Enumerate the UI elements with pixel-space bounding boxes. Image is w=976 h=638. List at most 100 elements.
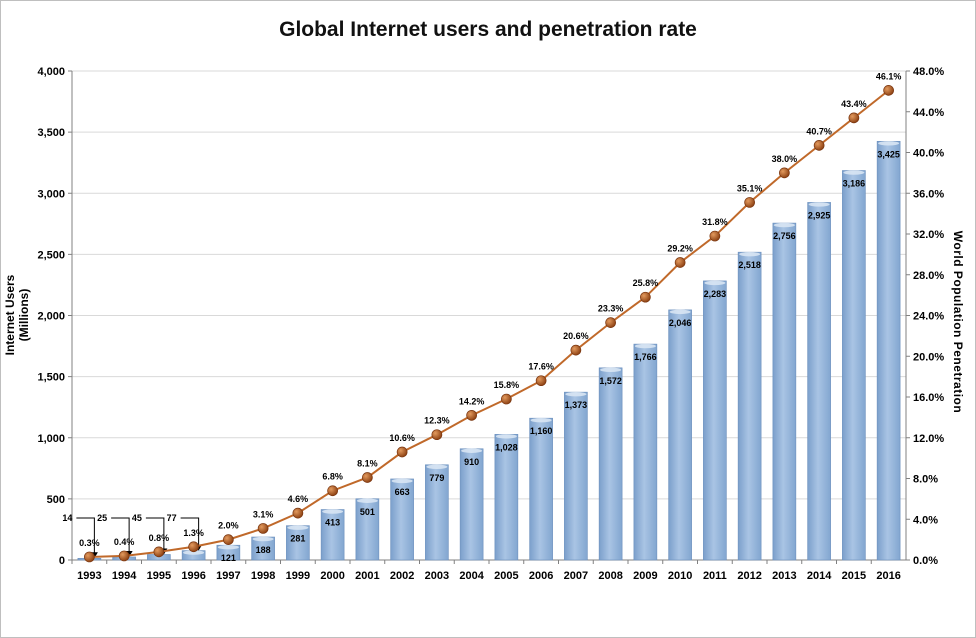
x-tick-label: 1999: [286, 570, 310, 582]
penetration-label: 1.3%: [183, 528, 204, 538]
bar-cap: [217, 545, 239, 550]
penetration-marker: [223, 534, 234, 545]
bar: [737, 251, 762, 561]
bar-value-label: 910: [464, 457, 479, 467]
y-tick-label: 1,000: [37, 433, 65, 445]
penetration-marker: [848, 112, 860, 124]
y2-tick-label: 0.0%: [913, 555, 938, 567]
penetration-marker: [501, 393, 512, 405]
penetration-marker: [362, 472, 373, 483]
y2-tick-label: 44.0%: [913, 107, 944, 119]
bar-value-label: 1,160: [530, 426, 553, 436]
penetration-marker: [466, 409, 477, 421]
bar: [842, 170, 866, 561]
penetration-marker: [883, 85, 894, 96]
bar: [876, 140, 901, 561]
penetration-label: 2.0%: [218, 521, 239, 531]
y-tick-label: 4,000: [37, 66, 65, 78]
penetration-label: 0.8%: [149, 533, 170, 543]
callout-line: [180, 517, 200, 546]
bar: [668, 309, 692, 561]
penetration-label: 29.2%: [667, 244, 693, 254]
bar-cap: [287, 525, 309, 530]
penetration-marker: [570, 344, 582, 356]
penetration-label: 3.1%: [253, 509, 274, 519]
penetration-label: 0.4%: [114, 537, 135, 547]
y-tick-label: 3,500: [37, 127, 65, 139]
bar-value-label: 2,046: [669, 318, 692, 328]
bar-cap: [530, 417, 552, 423]
bar-value-label: 663: [395, 487, 410, 497]
x-tick-label: 1996: [181, 570, 205, 582]
penetration-marker: [709, 230, 721, 242]
penetration-marker: [257, 523, 269, 534]
penetration-label: 17.6%: [528, 362, 554, 372]
callout-line: [145, 517, 165, 550]
x-tick-label: 2015: [842, 570, 866, 582]
y2-tick-label: 32.0%: [913, 229, 944, 241]
penetration-label: 14.2%: [459, 396, 485, 406]
y-tick-label: 500: [47, 494, 65, 506]
bar-value-label: 2,925: [808, 210, 831, 220]
penetration-label: 46.1%: [876, 71, 902, 81]
y2-tick-label: 12.0%: [913, 433, 944, 445]
penetration-marker: [535, 375, 547, 387]
bar: [703, 280, 727, 561]
bar-value-label: 188: [256, 545, 271, 555]
bar-cap: [183, 550, 205, 555]
penetration-label: 8.1%: [357, 458, 378, 468]
bar: [564, 391, 588, 561]
penetration-marker: [327, 485, 338, 497]
penetration-label: 25.8%: [633, 278, 659, 288]
bar-value-label: 501: [360, 507, 375, 517]
bar-value-label: 1,373: [565, 400, 588, 410]
x-tick-label: 2011: [703, 570, 727, 582]
penetration-marker: [813, 140, 825, 151]
y2-tick-label: 4.0%: [913, 514, 938, 526]
penetration-label: 40.7%: [806, 126, 832, 136]
y-tick-label: 1,500: [37, 372, 65, 384]
penetration-label: 0.3%: [79, 538, 100, 548]
y-tick-label: 3,000: [37, 188, 65, 200]
y2-tick-label: 16.0%: [913, 392, 944, 404]
penetration-marker: [292, 507, 304, 519]
penetration-label: 10.6%: [389, 433, 415, 443]
penetration-marker: [396, 446, 408, 458]
bar: [807, 202, 831, 561]
bar-value-callout-label: 77: [167, 513, 177, 523]
penetration-marker: [605, 317, 616, 328]
x-tick-label: 1998: [251, 570, 275, 582]
penetration-label: 43.4%: [841, 99, 867, 109]
callout-line: [111, 517, 130, 552]
x-tick-label: 2016: [876, 570, 900, 582]
x-tick-label: 2003: [425, 570, 449, 582]
bar-value-label: 1,766: [634, 352, 657, 362]
bar-value-callout-label: 25: [97, 513, 107, 523]
bar-value-label: 2,756: [773, 231, 796, 241]
penetration-label: 12.3%: [424, 416, 450, 426]
y2-tick-label: 8.0%: [913, 474, 938, 486]
x-tick-label: 1997: [216, 570, 240, 582]
bar-cap: [565, 391, 587, 397]
callout-line: [76, 517, 95, 554]
x-tick-label: 1993: [77, 570, 101, 582]
bar-cap: [495, 434, 517, 439]
y2-tick-label: 20.0%: [913, 351, 944, 363]
bar-value-label: 413: [325, 518, 340, 528]
penetration-marker: [744, 197, 755, 208]
y2-tick-label: 48.0%: [913, 66, 944, 78]
bar-value-label: 2,283: [704, 289, 727, 299]
y-tick-label: 2,500: [37, 249, 65, 261]
bar-cap: [461, 448, 483, 453]
x-tick-label: 2014: [807, 570, 832, 582]
x-tick-label: 2000: [320, 570, 344, 582]
x-tick-label: 2013: [772, 570, 796, 582]
bar-value-label: 3,186: [843, 179, 866, 189]
x-tick-label: 2010: [668, 570, 692, 582]
bar-cap: [426, 464, 448, 469]
bar-value-label: 1,028: [495, 442, 518, 452]
penetration-label: 23.3%: [598, 304, 624, 314]
bar-value-label: 779: [429, 473, 444, 483]
penetration-marker: [431, 429, 443, 441]
